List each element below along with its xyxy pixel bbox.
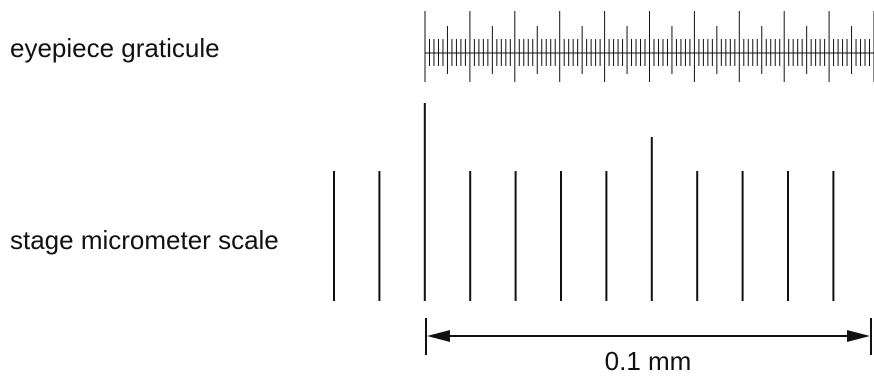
- stage-micrometer-label: stage micrometer scale: [10, 225, 279, 255]
- scale-bar-left-arrowhead: [427, 330, 450, 342]
- eyepiece-graticule-label: eyepiece graticule: [10, 33, 220, 63]
- eyepiece-graticule: [424, 11, 874, 82]
- scale-bar-label: 0.1 mm: [605, 346, 692, 376]
- scale-bar-right-arrowhead: [847, 330, 870, 342]
- scale-bar: 0.1 mm: [425, 318, 872, 376]
- stage-micrometer-scale: [333, 103, 835, 301]
